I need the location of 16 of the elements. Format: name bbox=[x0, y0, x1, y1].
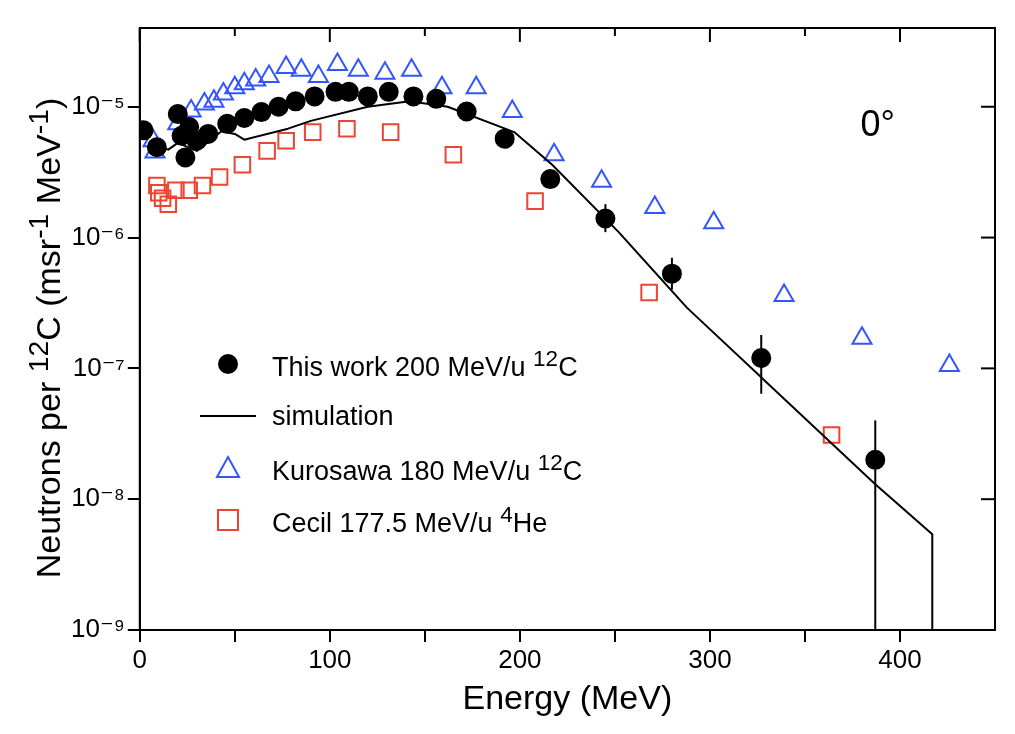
y-tick-label: 10⁻⁵ bbox=[71, 89, 125, 120]
x-axis-title: Energy (MeV) bbox=[462, 677, 673, 716]
x-tick-label: 0 bbox=[132, 643, 148, 674]
annotation: 0° bbox=[860, 102, 895, 144]
x-tick-label: 300 bbox=[688, 643, 732, 674]
x-tick-label: 100 bbox=[308, 643, 352, 674]
y-tick-label: 10⁻⁸ bbox=[71, 482, 125, 513]
y-tick-label: 10⁻⁹ bbox=[71, 613, 125, 644]
legend-label: This work 200 MeV/u $^{12}$C bbox=[272, 345, 578, 383]
legend-label: Cecil 177.5 MeV/u $^{4}$He bbox=[272, 501, 548, 539]
legend-label: Kurosawa 180 MeV/u $^{12}$C bbox=[272, 449, 583, 487]
legend-label: simulation bbox=[272, 400, 394, 432]
x-tick-label: 400 bbox=[878, 643, 922, 674]
y-tick-label: 10⁻⁷ bbox=[72, 351, 125, 382]
y-tick-label: 10⁻⁶ bbox=[71, 220, 125, 251]
x-tick-label: 200 bbox=[498, 643, 542, 674]
